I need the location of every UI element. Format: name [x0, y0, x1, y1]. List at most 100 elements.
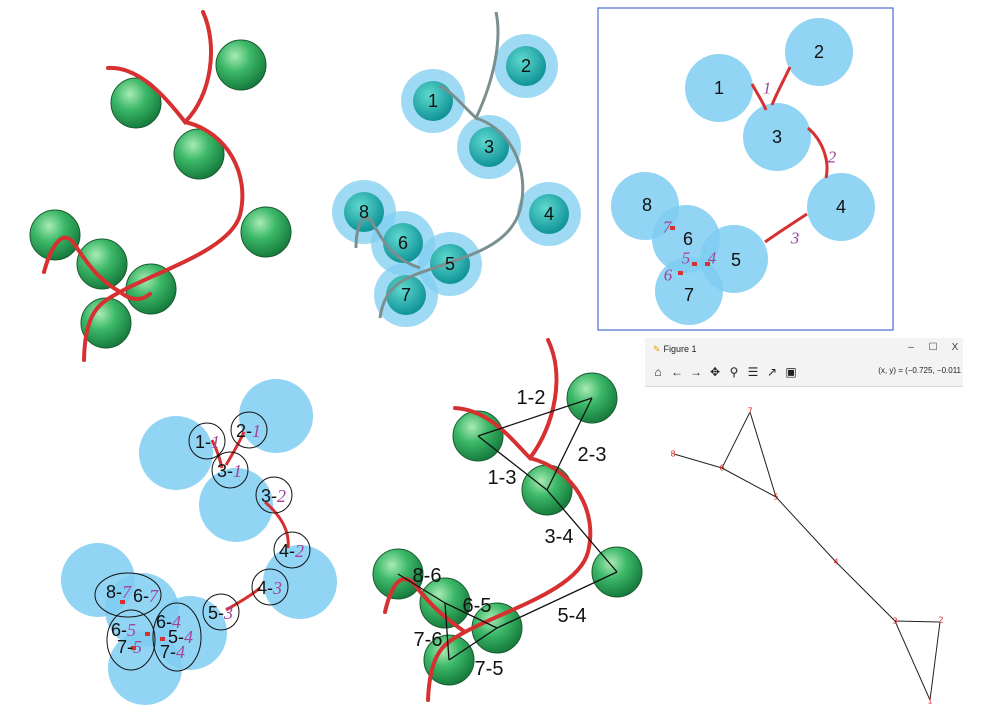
sphere-green [173, 128, 225, 180]
sphere-label: 8 [642, 195, 652, 215]
sphere-blue [685, 54, 753, 122]
contact-ring [251, 568, 289, 606]
contact-mark [160, 637, 165, 641]
close-button[interactable]: X [951, 342, 959, 353]
zoom-icon[interactable]: ⚲ [729, 365, 739, 379]
window-title-text: Figure 1 [663, 344, 697, 354]
edit-axis-icon[interactable]: ↗ [766, 365, 778, 379]
edge-line [721, 411, 751, 469]
edge-label: 6-5 [463, 595, 492, 617]
sphere-green [215, 39, 267, 91]
contact-pair-label: 7-4 [160, 642, 185, 662]
sphere-teal [344, 192, 384, 232]
contact-label: 5 [682, 249, 691, 268]
edge-line [496, 571, 618, 629]
contact-mark [145, 632, 150, 636]
edge-line [721, 467, 777, 498]
contact-pair-label: 6-4 [156, 612, 181, 632]
panel-2-spheres-with-radius: 1 2 3 4 5 6 7 8 [332, 11, 581, 327]
edge-label: 1-3 [488, 467, 517, 489]
contact-mark [678, 271, 683, 275]
contact-pair-label: 1-1 [195, 432, 220, 452]
contact-ring [255, 476, 293, 514]
segment-2 [770, 66, 792, 106]
python-icon: ✎ [653, 344, 661, 354]
contact-ring [106, 609, 156, 671]
contact-pair-label: 4-2 [279, 541, 304, 561]
minimize-button[interactable]: – [908, 342, 914, 353]
chain-curve [210, 431, 290, 612]
pan-icon[interactable]: ✥ [709, 365, 721, 379]
contact-pair-label: 7-5 [117, 637, 142, 657]
contact-pair-label: 5-4 [168, 627, 193, 647]
contact-label: 7 [663, 218, 673, 237]
sphere-green [110, 77, 162, 129]
contact-ring [188, 422, 226, 460]
panel-6-network-plot [673, 411, 941, 701]
sphere-label: 2 [814, 42, 824, 62]
segment-3 [806, 126, 829, 179]
graph-node: 1 [927, 697, 932, 706]
back-icon[interactable]: ← [671, 365, 683, 379]
contact-pair-label: 2-1 [236, 421, 261, 441]
sphere-teal [529, 194, 569, 234]
configure-subplots-icon[interactable]: ☰ [747, 365, 759, 379]
sphere-blue [139, 416, 213, 490]
edge-line [929, 621, 941, 701]
forward-icon[interactable]: → [690, 365, 702, 379]
contact-ring [94, 572, 162, 618]
graph-edges [397, 397, 618, 661]
edge-line [397, 573, 446, 604]
sphere-green [125, 263, 177, 315]
contact-ring [202, 593, 240, 631]
edge-line [546, 489, 618, 573]
contact-ring [152, 602, 202, 672]
panel-3-segments-and-contacts: 1 2 3 4 5 6 7 8 1 2 3 7 5 4 6 [597, 7, 894, 331]
sphere-green [29, 209, 81, 261]
edge-label: 8-6 [413, 565, 442, 587]
save-icon[interactable]: ▣ [785, 365, 797, 379]
sphere-blue [807, 173, 875, 241]
sphere-label: 7 [401, 285, 411, 305]
contact-pair-label: 8-7 [106, 582, 132, 602]
segment-4 [764, 212, 808, 244]
segment-label: 1 [763, 79, 772, 98]
contact-ring [273, 531, 311, 569]
coordinate-readout: (x, y) = (−0.725, −0.011 [878, 366, 961, 375]
graph-node: 5 [773, 493, 778, 502]
edge-line [894, 620, 931, 701]
sphere-label: 1 [714, 78, 724, 98]
chain-curve [354, 11, 525, 319]
sphere-label: 4 [836, 197, 846, 217]
edge-label: 2-3 [578, 444, 607, 466]
maximize-button[interactable]: ☐ [928, 342, 938, 353]
sphere-teal [413, 81, 453, 121]
edge-label: 5-4 [558, 605, 587, 627]
contact-pair-label: 6-7 [133, 586, 159, 606]
panel-3-frame [597, 7, 894, 331]
sphere-blue [239, 379, 313, 453]
contact-label: 6 [664, 266, 673, 285]
contact-mark [692, 262, 697, 266]
sphere-blue [743, 103, 811, 171]
sphere-label: 3 [772, 127, 782, 147]
graph-node: 7 [747, 407, 752, 416]
edge-line [448, 627, 498, 661]
home-icon[interactable]: ⌂ [654, 365, 662, 379]
sphere-blue [785, 18, 853, 86]
segment-label: 3 [790, 229, 800, 248]
contact-ring [211, 451, 249, 489]
panel-5-contact-graph: 1-2 2-3 1-3 3-4 8-6 6-5 5-4 7-6 7-5 [372, 338, 643, 702]
edge-line [673, 453, 723, 469]
contact-mark [120, 600, 125, 604]
edge-line [546, 397, 593, 491]
edge-line [444, 602, 450, 661]
contact-ring [230, 411, 268, 449]
sphere-label: 5 [445, 254, 455, 274]
edge-label: 3-4 [545, 526, 574, 548]
edge-label: 7-6 [414, 629, 443, 651]
graph-node: 6 [719, 464, 724, 473]
contact-pair-label: 3-1 [217, 461, 242, 481]
edge-label: 7-5 [475, 658, 504, 680]
